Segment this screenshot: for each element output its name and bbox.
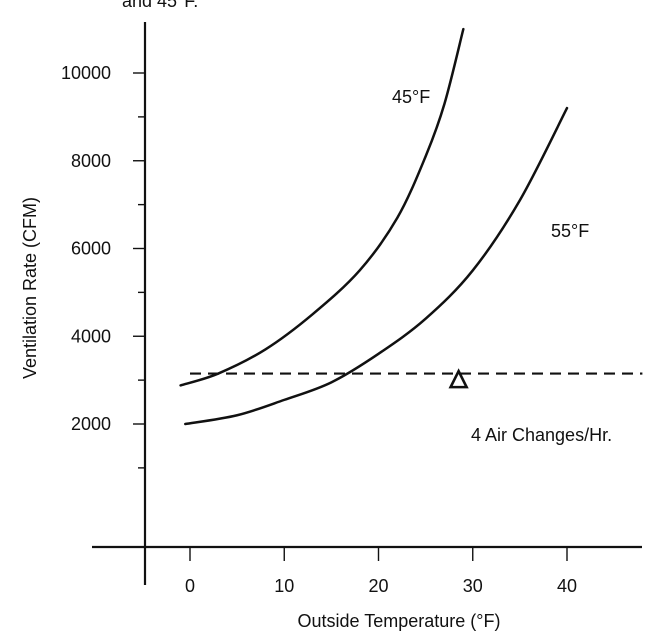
x-tick-label-10: 10 (274, 576, 294, 596)
marker-triangle (448, 368, 469, 389)
series-line-1 (179, 27, 465, 387)
top-cropped-text: and 45°F. (122, 0, 198, 11)
x-axis-label: Outside Temperature (°F) (298, 611, 501, 631)
x-tick-label-30: 30 (463, 576, 483, 596)
x-tick-label-20: 20 (368, 576, 388, 596)
y-axis-label: Ventilation Rate (CFM) (20, 197, 40, 379)
series-label-55f: 55°F (551, 221, 589, 241)
x-tick-label-0: 0 (185, 576, 195, 596)
y-tick-label-8000: 8000 (71, 151, 111, 171)
y-tick-label-6000: 6000 (71, 239, 111, 259)
y-tick-label-10000: 10000 (61, 63, 111, 83)
reference-line-label: 4 Air Changes/Hr. (471, 425, 612, 445)
x-tick-label-40: 40 (557, 576, 577, 596)
y-tick-label-4000: 4000 (71, 326, 111, 346)
series-label-45f: 45°F (392, 87, 430, 107)
y-tick-label-2000: 2000 (71, 414, 111, 434)
series-line-2 (184, 106, 569, 426)
